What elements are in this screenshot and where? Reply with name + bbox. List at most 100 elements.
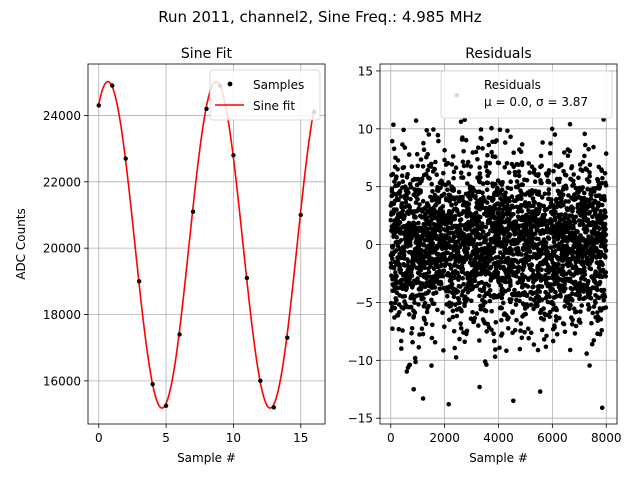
residual-point: [413, 118, 419, 123]
residual-point: [575, 202, 581, 207]
residual-point: [516, 173, 522, 179]
residual-point: [456, 296, 462, 302]
residual-point: [539, 180, 544, 186]
residual-point: [557, 219, 562, 225]
residual-point: [445, 250, 451, 256]
residual-point: [397, 188, 403, 194]
sine-fit-panel: Sine Fit Sample # ADC Counts 0 5 10 15 16000…: [14, 46, 326, 465]
residual-point: [428, 264, 433, 269]
residual-point: [399, 201, 405, 206]
residual-point: [571, 225, 576, 231]
residual-point: [462, 303, 467, 309]
residual-point: [565, 153, 571, 159]
residual-point: [580, 185, 585, 190]
residual-point: [493, 347, 498, 352]
residual-point: [519, 162, 525, 168]
residual-point: [603, 151, 609, 156]
residual-point: [589, 192, 594, 198]
residual-point: [578, 270, 584, 275]
residual-point: [557, 315, 562, 321]
residual-point: [577, 296, 582, 302]
residual-point: [580, 218, 585, 224]
residual-point: [400, 142, 405, 147]
legend-marker-samples: [227, 81, 233, 87]
residual-point: [500, 291, 505, 297]
residual-point: [578, 309, 583, 314]
residual-point: [450, 154, 456, 159]
y-tick-label: 0: [365, 238, 373, 252]
residual-point: [489, 149, 495, 155]
residual-point: [573, 323, 579, 329]
residual-point: [484, 200, 490, 205]
residual-point: [582, 265, 587, 271]
residual-point: [571, 182, 576, 187]
residual-point: [525, 284, 531, 289]
residual-point: [430, 241, 436, 246]
residual-point: [505, 203, 510, 208]
residual-point: [570, 297, 575, 303]
residual-point: [584, 351, 589, 356]
residual-point: [512, 287, 517, 293]
residual-point: [423, 321, 429, 327]
residual-point: [499, 317, 504, 323]
residual-point: [406, 312, 412, 317]
residual-point: [602, 210, 608, 215]
residual-point: [511, 398, 516, 404]
residual-point: [532, 167, 537, 172]
sine-fit-ylabel: ADC Counts: [14, 208, 28, 280]
residual-point: [458, 217, 464, 222]
residual-point: [396, 181, 402, 186]
residual-point: [507, 207, 513, 212]
residual-point: [451, 329, 457, 334]
residual-point: [599, 405, 605, 411]
residual-point: [539, 163, 544, 168]
residual-point: [394, 174, 399, 179]
residual-point: [532, 231, 538, 237]
y-tick-label: 24000: [43, 109, 81, 123]
residual-point: [418, 188, 423, 193]
residual-point: [549, 126, 555, 132]
residual-point: [524, 252, 529, 258]
residual-point: [438, 282, 444, 287]
residual-point: [518, 321, 524, 326]
residual-point: [600, 175, 605, 181]
residual-point: [602, 221, 608, 227]
residual-point: [394, 297, 399, 303]
residual-point: [390, 171, 396, 177]
residual-point: [506, 274, 512, 279]
residual-point: [458, 326, 464, 331]
residual-point: [401, 252, 407, 258]
residual-point: [551, 302, 556, 307]
residual-point: [542, 212, 548, 217]
residual-point: [583, 295, 588, 300]
residual-point: [519, 209, 525, 214]
legend-label-samples: Samples: [253, 78, 304, 92]
residual-point: [577, 293, 582, 298]
residual-point: [422, 300, 428, 306]
residual-point: [445, 160, 451, 166]
residual-point: [543, 344, 549, 350]
residual-point: [392, 305, 398, 311]
residual-point: [599, 168, 605, 173]
residual-point: [396, 197, 401, 203]
residual-point: [435, 307, 440, 313]
residual-point: [408, 304, 414, 310]
residual-point: [420, 198, 426, 204]
residual-point: [472, 278, 478, 284]
residual-point: [446, 402, 452, 407]
residual-point: [559, 195, 564, 201]
residual-point: [398, 338, 404, 344]
residual-point: [410, 339, 415, 345]
residual-point: [502, 165, 508, 170]
x-tick-label: 0: [387, 431, 395, 445]
residual-point: [566, 199, 571, 204]
residual-point: [519, 335, 525, 341]
residual-point: [572, 331, 578, 336]
residual-point: [434, 172, 440, 177]
residual-point: [468, 164, 474, 169]
residual-point: [391, 265, 397, 271]
residual-point: [583, 142, 588, 148]
residual-point: [509, 297, 514, 302]
residual-point: [477, 165, 482, 170]
residual-point: [429, 335, 435, 341]
